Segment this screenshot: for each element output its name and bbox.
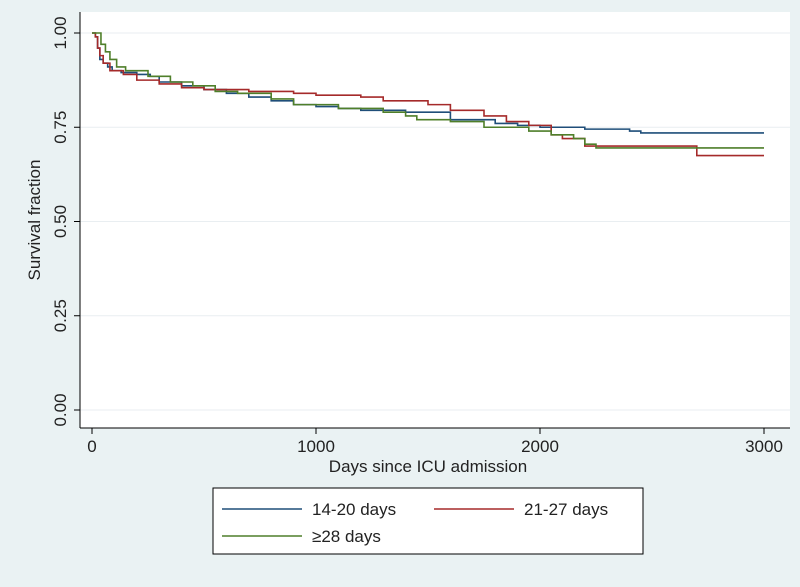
y-ticks: 0.00 0.25 0.50 0.75 1.00 [51, 16, 80, 427]
x-ticks: 0 1000 2000 3000 [87, 428, 783, 456]
x-tick-label-3: 3000 [745, 437, 783, 456]
x-tick-label-1: 1000 [297, 437, 335, 456]
legend-label-1: 21-27 days [524, 500, 608, 519]
series-lines [92, 32, 764, 157]
legend-label-2: ≥28 days [312, 527, 381, 546]
y-tick-label-4: 1.00 [51, 16, 70, 49]
legend: 14-20 days 21-27 days ≥28 days [222, 500, 608, 546]
series-line-1 [92, 32, 764, 157]
series-line-2 [92, 32, 764, 149]
x-tick-label-0: 0 [87, 437, 96, 456]
y-tick-label-3: 0.75 [51, 111, 70, 144]
x-tick-label-2: 2000 [521, 437, 559, 456]
y-axis-label: Survival fraction [25, 160, 44, 281]
y-tick-label-2: 0.50 [51, 205, 70, 238]
legend-label-0: 14-20 days [312, 500, 396, 519]
legend-box [212, 487, 644, 555]
y-tick-label-1: 0.25 [51, 299, 70, 332]
x-axis-label: Days since ICU admission [329, 457, 527, 476]
grid-lines [80, 32, 790, 411]
plot-area [80, 12, 790, 428]
y-tick-label-0: 0.00 [51, 393, 70, 426]
